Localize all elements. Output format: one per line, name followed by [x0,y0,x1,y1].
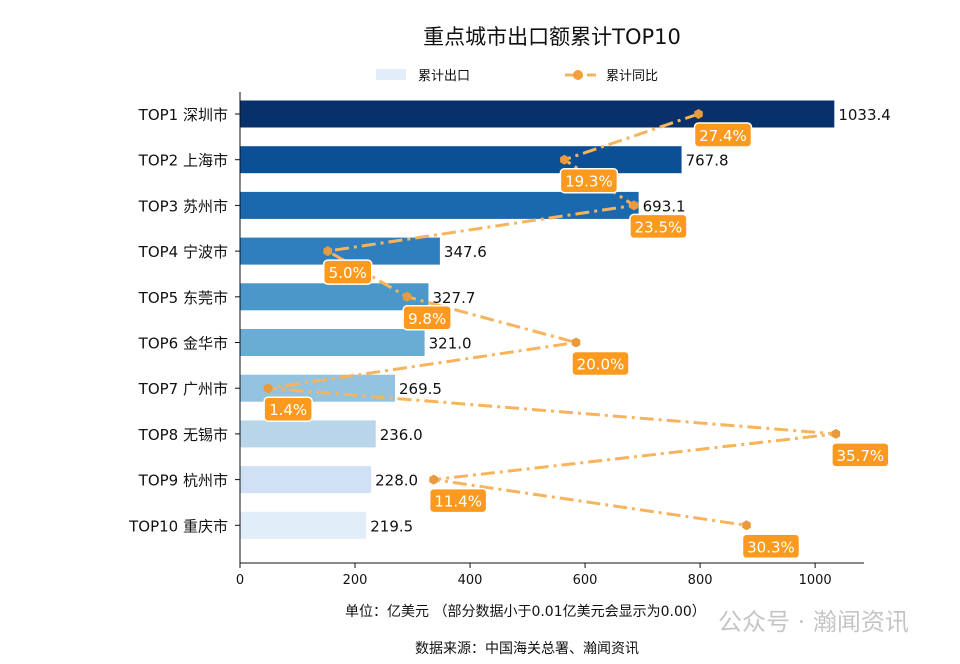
yoy-label-box [741,533,801,560]
x-tick-label: 200 [343,573,368,588]
bar-value-label: 1033.4 [838,106,891,124]
yoy-label: 11.4% [434,493,482,511]
bar-value-label: 236.0 [380,426,423,444]
legend-swatch-bar [376,69,406,80]
yoy-marker [742,520,751,531]
yoy-marker [831,428,841,439]
bar-value-label: 347.6 [444,243,487,261]
bar-value-label: 767.8 [686,152,729,170]
x-tick-label: 800 [688,573,713,588]
legend-label-bar: 累计出口 [418,69,470,84]
category-label: TOP7 广州市 [138,380,228,398]
x-tick-label: 400 [458,573,483,588]
yoy-label: 30.3% [747,538,795,556]
category-label: TOP10 重庆市 [128,517,228,535]
chart-title: 重点城市出口额累计TOP10 [423,25,681,49]
category-label: TOP9 杭州市 [138,472,228,490]
source-note: 数据来源：中国海关总署、瀚闻资讯 [415,641,639,657]
yoy-marker [323,246,333,257]
bar [240,420,376,448]
bar [240,283,429,311]
watermark: 公众号 · 瀚闻资讯 [718,608,909,636]
legend-label-line: 累计同比 [606,69,658,84]
bar [240,191,639,219]
bar-value-label: 219.5 [370,517,413,535]
yoy-marker [429,474,438,485]
yoy-label-box [559,167,619,194]
category-label: TOP8 无锡市 [138,426,228,444]
category-label: TOP6 金华市 [138,335,228,353]
x-tick-label: 0 [236,573,244,588]
yoy-label: 9.8% [408,310,446,328]
category-label: TOP2 上海市 [138,152,228,170]
yoy-marker [571,337,581,348]
yoy-label-box [322,259,373,285]
category-label: TOP3 苏州市 [138,197,228,215]
bar-value-label: 693.1 [643,197,686,215]
yoy-marker [263,383,273,394]
yoy-label: 1.4% [269,401,307,419]
legend-marker [573,70,583,80]
bar-value-label: 321.0 [429,335,472,353]
yoy-label-box [629,213,688,240]
yoy-label-box [693,122,753,148]
yoy-label-box [402,305,452,331]
yoy-marker [629,200,639,211]
x-axis-label: 单位：亿美元 （部分数据小于0.01亿美元会显示为0.00） [345,604,706,620]
yoy-label: 35.7% [837,447,885,465]
category-label: TOP5 东莞市 [138,289,228,307]
yoy-label-box [263,396,313,422]
bar [240,329,425,356]
legend: 累计出口 累计同比 [376,69,658,84]
bar-value-label: 327.7 [432,289,475,307]
bar [240,466,372,494]
category-label: TOP4 宁波市 [138,243,228,261]
yoy-label: 27.4% [699,127,747,145]
yoy-label-box [571,350,630,377]
yoy-label: 23.5% [635,218,683,236]
yoy-label: 20.0% [577,356,625,374]
yoy-line [267,112,837,527]
yoy-label-box [428,487,488,514]
category-label: TOP1 深圳市 [138,106,228,124]
yoy-label: 19.3% [565,173,613,191]
yoy-marker [560,154,569,165]
yoy-marker [402,291,412,302]
bar-value-label: 269.5 [399,380,442,398]
bar [240,511,367,539]
yoy-marker [694,109,703,119]
x-tick-label: 1000 [799,573,832,588]
bar-value-label: 228.0 [375,472,418,490]
yoy-label: 5.0% [329,264,367,282]
yoy-label-box [831,442,890,468]
x-tick-label: 600 [573,573,598,588]
